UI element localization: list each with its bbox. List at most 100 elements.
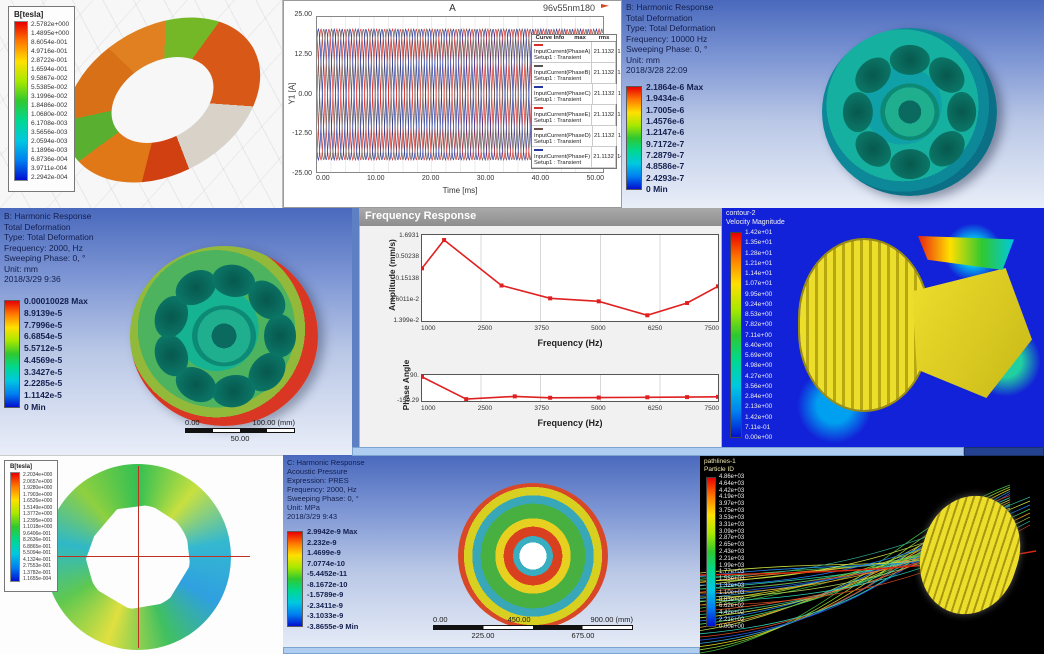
ruler-min: 0.00: [185, 418, 200, 427]
result-header: B: Harmonic Response Total Deformation Typ…: [4, 211, 94, 285]
torus-colorbar-labels: 2.5782e+000 1.4895e+000 8.6054e-001 4.9716e…: [31, 21, 69, 181]
header-line: Frequency: 2000, Hz: [287, 485, 357, 494]
pathlines-legend-title: pathlines-1 Particle ID: [704, 458, 736, 474]
window-titlebar[interactable]: Frequency Response: [359, 208, 722, 226]
legend-col-max: max: [574, 35, 586, 41]
stator-colorbar-title: B[tesla]: [10, 464, 33, 470]
phase-x-ticks: 1000 2500 3750 5000 6250 7500: [421, 405, 719, 412]
series-rms: 15.0606: [615, 42, 621, 62]
header-line: Sweeping Phase: 0, °: [4, 253, 86, 263]
colorbar-value: 1.28e+01: [745, 249, 773, 257]
legend-col-info: Curve Info: [535, 35, 565, 41]
particle-id-colorbar: 4.86e+03 4.64e+03 4.42e+03 4.19e+03 3.97e+03…: [706, 474, 745, 630]
colorbar-value: 4.98e+00: [745, 362, 773, 370]
legend-rows: InputCurrent(PhaseA) Setup1 : Transient …: [532, 42, 621, 168]
velocity-colorbar: 1.42e+01 1.35e+01 1.28e+01 1.21e+01 1.14e+01…: [730, 229, 773, 441]
colorbar-value: 2.2034e+000: [23, 472, 53, 478]
series-setup: Setup1 : Transient: [534, 139, 582, 145]
tick-label: 20.00: [421, 175, 440, 182]
header-line: 2018/3/29 9:43: [287, 512, 338, 521]
colorbar-value: 2.87e+03: [719, 535, 745, 542]
tick-label: 2500: [477, 405, 493, 412]
colorbar-value: 7.82e+00: [745, 321, 773, 329]
header-line: Type: Total Deformation: [4, 232, 94, 242]
colorbar-value: 7.11e+00: [745, 331, 772, 339]
colorbar-value: 0 Min: [24, 401, 46, 412]
colorbar-value: 4.4569e-5: [24, 354, 63, 365]
series-name: InputCurrent(PhaseF): [534, 154, 591, 160]
acoustic-disk-render: [458, 483, 608, 629]
colorbar-value: -3.8655e-9 Min: [307, 621, 359, 631]
series-rms: 15.0606: [615, 126, 621, 146]
colorbar-value: 5.5712e-5: [24, 343, 63, 354]
series-max: 21.1132: [591, 63, 615, 83]
tick-label: 40.00: [531, 175, 550, 182]
colorbar-value: 2.2285e-5: [24, 378, 63, 389]
header-line: Unit: mm: [4, 263, 38, 274]
colorbar-value: 1.9434e-6: [646, 93, 685, 104]
series-swatch: [534, 149, 543, 152]
colorbar-value: 1.6594e-001: [31, 66, 68, 73]
colorbar-value: 9.7172e-7: [646, 138, 685, 149]
ruler-bar: [185, 428, 295, 433]
panel-acoustic: C: Harmonic Response Acoustic Pressure Exp…: [283, 455, 700, 654]
tick-label: -25.00: [292, 170, 312, 177]
panel-cfd-velocity: contour-2 Velocity Magnitude 1.42e+01 1.35…: [722, 208, 1044, 455]
ruler-sub-right: 675.00: [571, 631, 595, 640]
colorbar-value: 2.65e+03: [719, 542, 745, 549]
tick-label: 7500: [704, 325, 719, 332]
colorbar-value: 2.9942e-9 Max: [307, 527, 358, 536]
colorbar-value: 1.1142e-5: [24, 390, 62, 401]
colorbar-value: 1.0680e-002: [31, 111, 68, 118]
ruler-sub-left: 225.00: [471, 631, 495, 640]
colorbar-value: 3.53e+03: [719, 514, 745, 521]
header-line: B: Harmonic Response: [626, 2, 714, 12]
series-rms: 14.8750: [615, 84, 621, 104]
colorbar-value: 1.35e+01: [745, 239, 773, 247]
colorbar-value: 1.4895e+000: [31, 30, 70, 37]
panel-maxwell-torus: B[tesla] 2.5782e+000 1.4895e+000 8.6054e-0…: [0, 0, 283, 208]
bottom-scrollbar[interactable]: [283, 647, 700, 654]
torus-colorbar: B[tesla] 2.5782e+000 1.4895e+000 8.6054e-0…: [8, 6, 76, 192]
colorbar-value: 5.69e+00: [745, 352, 773, 359]
colorbar-value: 2.0657e+000: [23, 478, 53, 485]
series-setup: Setup1 : Transient: [534, 160, 582, 166]
ruler-mid: 50.00: [230, 434, 250, 443]
torus-colorbar-title: B[tesla]: [14, 10, 44, 19]
torus-colorbar-swatch: [14, 21, 28, 181]
colorbar-value: 6.1708e-003: [31, 120, 68, 127]
colorbar-value: 4.27e+00: [745, 372, 773, 380]
colorbar-value: 6.40e+00: [745, 341, 773, 349]
colorbar-value: 1.1018e+000: [23, 524, 53, 530]
series-setup: Setup1 : Transient: [534, 55, 582, 61]
pressure-colorbar: 2.9942e-9 Max 2.232e-9 1.4699e-9 7.0774e-10…: [287, 527, 359, 631]
series-max: 21.1132: [591, 105, 615, 125]
panel-current-plot: A 96v55nm180 Y1 [A] 25.00 12.50 0.00 -12.50…: [283, 0, 622, 208]
header-line: Unit: MPa: [287, 503, 320, 512]
colorbar-value: 3.75e+03: [719, 508, 745, 515]
colorbar-value: 3.5656e-003: [31, 129, 68, 136]
horizontal-scrollbar[interactable]: [352, 447, 964, 456]
series-swatch: [534, 128, 543, 131]
colorbar-value: 7.11e-01: [745, 423, 771, 431]
colorbar-value: 5.5094e-001: [23, 550, 52, 556]
colorbar-value: 1.14e+01: [745, 270, 773, 277]
stator-colorbar: B[tesla] 2.2034e+000 2.0657e+000 1.9280e+0…: [4, 460, 59, 592]
header-line: Sweeping Phase: 0, °: [287, 494, 359, 503]
series-max: 21.1132: [591, 84, 616, 104]
rotor-wheel-render: [130, 246, 318, 426]
colorbar-value: 8.6054e-001: [31, 39, 68, 46]
scrollbar-thumb[interactable]: [964, 447, 1044, 456]
colorbar-value: 2.21e+03: [719, 555, 745, 562]
colorbar-value: 3.1996e-002: [31, 93, 68, 100]
colorbar-value: 1.07e+01: [745, 280, 773, 288]
tick-label: -12.50: [292, 130, 312, 138]
tick-label: 3750: [534, 405, 549, 412]
stator-colorbar-swatch: [10, 472, 20, 582]
colorbar-value: 7.0774e-10: [307, 558, 345, 568]
tick-label: -150.29: [396, 397, 419, 404]
colorbar-value: 4.64e+03: [719, 480, 745, 487]
colorbar-value: 6.6854e-5: [24, 331, 63, 342]
colorbar-value: 0.00e+00: [719, 623, 745, 630]
colorbar-value: 2.2942e-004: [31, 174, 68, 181]
